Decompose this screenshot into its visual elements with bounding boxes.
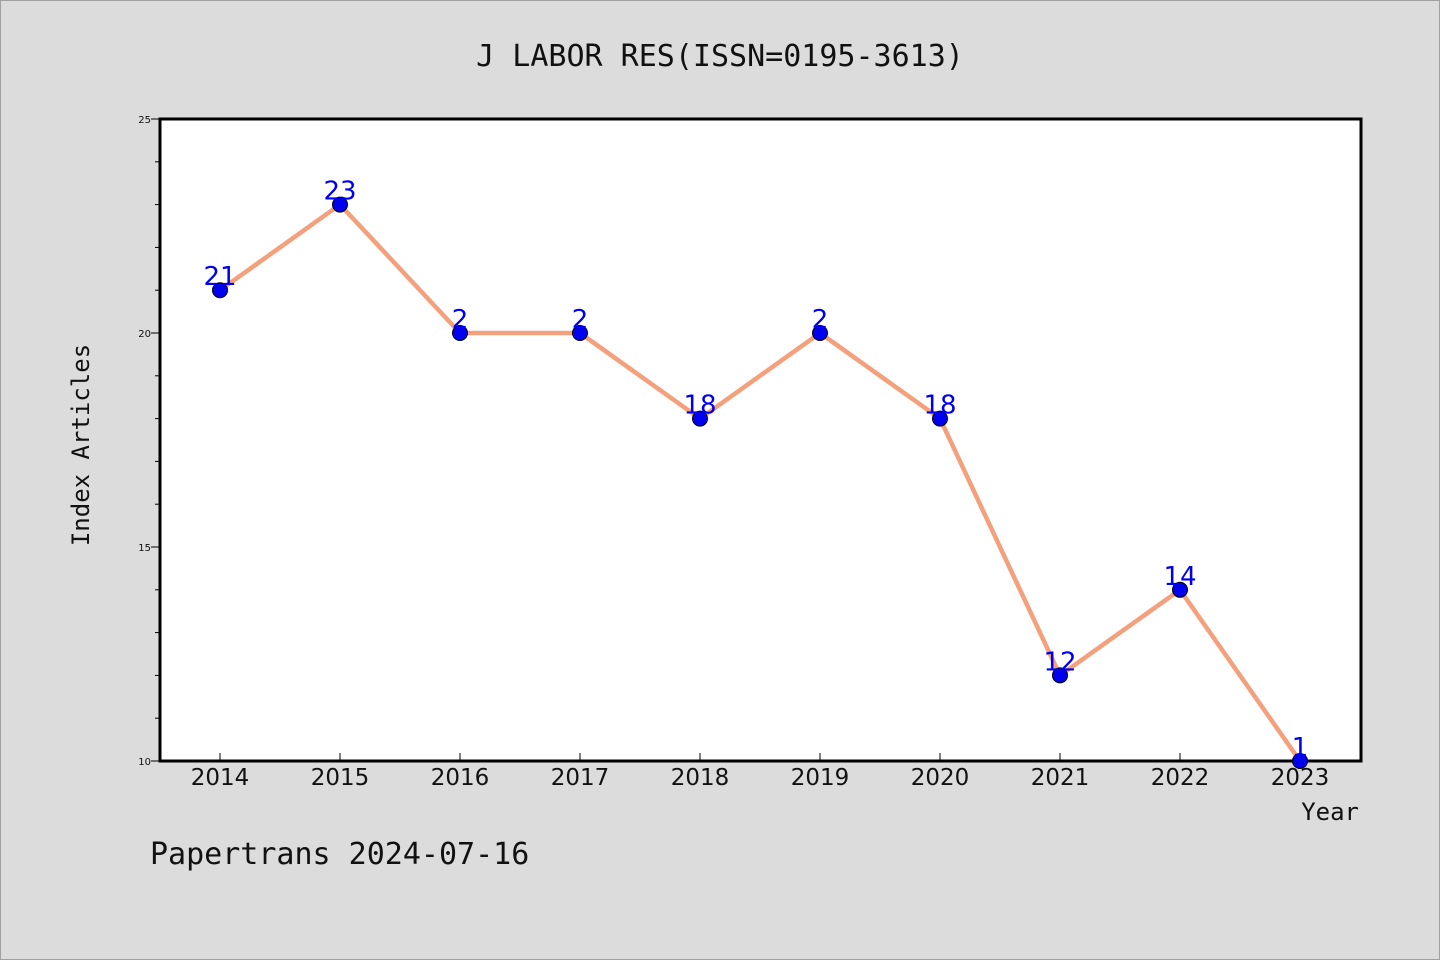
data-label: 2	[812, 305, 829, 335]
chart-title: J LABOR RES(ISSN=0195-3613)	[476, 39, 964, 74]
y-axis-ticks: 10 15 20 25	[138, 115, 160, 768]
data-point	[212, 282, 228, 299]
series-markers	[212, 196, 1308, 769]
data-point	[1052, 667, 1068, 684]
data-point	[332, 196, 348, 213]
data-label: 12	[1043, 647, 1076, 677]
data-label: 18	[683, 391, 716, 421]
y-tick-label: 10	[138, 757, 151, 768]
data-point	[452, 325, 468, 341]
data-label: 1	[1292, 733, 1309, 763]
x-tick-label: 2022	[1151, 765, 1210, 791]
y-tick-label: 20	[138, 329, 151, 340]
x-axis-ticks: 2014 2015 2016 2017 2018 2019 2020 2021 2022 2023	[191, 753, 1330, 791]
data-point	[812, 325, 828, 341]
series-line	[218, 202, 1302, 763]
data-labels: 21 23 2 2 18 2 18 12 14 1	[203, 177, 1308, 763]
x-tick-label: 2014	[191, 765, 250, 791]
data-point	[1172, 581, 1188, 598]
data-label: 23	[323, 177, 356, 207]
x-tick-label: 2015	[311, 765, 370, 791]
data-label: 14	[1163, 562, 1196, 592]
x-tick-label: 2020	[911, 765, 970, 791]
x-tick-label: 2023	[1271, 765, 1330, 791]
data-point	[932, 410, 948, 427]
x-axis-title: Year	[1301, 798, 1359, 826]
x-tick-label: 2017	[551, 765, 610, 791]
x-tick-label: 2018	[671, 765, 730, 791]
data-label: 2	[572, 305, 589, 335]
x-tick-label: 2021	[1031, 765, 1090, 791]
plot-area	[158, 117, 1363, 763]
x-tick-label: 2016	[431, 765, 490, 791]
y-axis-title: Index Articles	[67, 344, 95, 546]
data-label: 21	[203, 262, 236, 292]
footer-credit: Papertrans 2024-07-16	[150, 837, 529, 872]
data-point	[692, 410, 708, 427]
y-tick-label: 15	[138, 543, 151, 554]
y-tick-label: 25	[138, 115, 151, 126]
x-tick-label: 2019	[791, 765, 850, 791]
data-point	[572, 325, 588, 341]
data-label: 2	[452, 305, 469, 335]
data-label: 18	[923, 391, 956, 421]
data-point	[1292, 753, 1308, 769]
